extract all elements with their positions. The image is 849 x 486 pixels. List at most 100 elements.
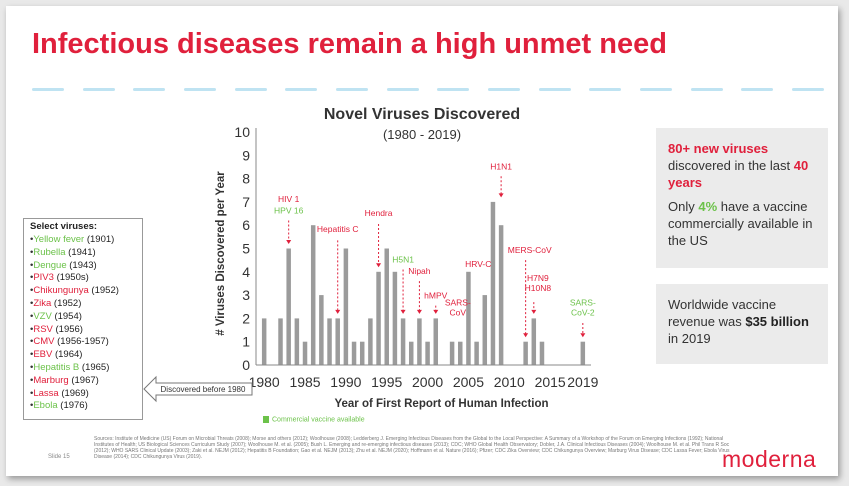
virus-name: EBV: [33, 349, 53, 361]
annotation-label: H1N1: [490, 161, 512, 171]
virus-name: Dengue: [33, 259, 67, 271]
annotation-label: MERS-CoV: [508, 245, 552, 255]
virus-year: (1965): [79, 361, 110, 373]
new-viruses-text: 80+ new viruses discovered in the last 4…: [668, 140, 818, 191]
select-viruses-title: Select viruses:: [30, 221, 98, 232]
select-virus-item: •Zika (1952): [30, 298, 119, 311]
divider-dash: [32, 88, 64, 91]
bar: [376, 271, 381, 365]
select-viruses-list: •Yellow fever (1901) •Rubella (1941) •Deng…: [30, 234, 119, 413]
virus-year: (1969): [58, 387, 89, 399]
annotation-label: HIV 1: [278, 194, 300, 204]
title-divider: [32, 88, 824, 91]
virus-year: (1956-1957): [54, 336, 109, 348]
virus-name: Yellow fever: [33, 234, 85, 245]
chart-title: Novel Viruses Discovered: [323, 106, 521, 123]
y-tick-label: 7: [242, 194, 250, 210]
x-tick-label: 1990: [330, 374, 361, 390]
virus-year: (1901): [84, 234, 115, 245]
annotation-arrow-head: [416, 309, 422, 314]
bar: [580, 341, 586, 365]
select-virus-item: •EBV (1964): [30, 349, 119, 362]
bar: [392, 271, 398, 365]
highlight-new-viruses: 80+ new viruses: [668, 141, 769, 156]
y-tick-label: 5: [242, 241, 250, 257]
slide-title: Infectious diseases remain a high unmet …: [32, 28, 667, 60]
x-tick-label: 1980: [249, 374, 280, 390]
y-tick-label: 10: [234, 124, 250, 140]
select-viruses-box: Select viruses: •Yellow fever (1901) •Rub…: [23, 218, 143, 420]
select-virus-item: •VZV (1954): [30, 311, 119, 324]
annotation-label: H10N8: [525, 283, 552, 293]
bullet: •: [30, 323, 34, 335]
virus-name: RSV: [33, 323, 53, 335]
x-tick-label: 2015: [535, 374, 566, 390]
virus-year: (1964): [52, 349, 83, 361]
annotation-label: HPV 16: [274, 206, 304, 216]
bar: [368, 318, 373, 365]
bullet: •: [30, 285, 34, 297]
slide: Infectious diseases remain a high unmet …: [6, 6, 838, 476]
annotation-label: Hepatitis C: [317, 224, 359, 234]
highlight-years: 40 years: [668, 158, 809, 190]
bullet: •: [30, 297, 34, 309]
text-discovered: discovered in the last: [668, 158, 791, 173]
x-tick-label: 2005: [453, 374, 484, 390]
virus-name: Zika: [33, 297, 52, 309]
annotation-arrow-head: [335, 309, 341, 314]
bar: [474, 341, 479, 365]
divider-dash: [589, 88, 622, 91]
divider-dash: [285, 88, 318, 91]
chart-subtitle: (1980 - 2019): [382, 127, 462, 142]
revenue-panel: Worldwide vaccine revenue was $35 billio…: [656, 284, 828, 364]
discovered-before-arrow: [143, 375, 253, 403]
legend-swatch: [263, 416, 269, 423]
annotation-arrow-head: [433, 309, 439, 314]
annotation-label: H5N1: [392, 254, 414, 264]
text-only: Only: [668, 199, 695, 214]
select-virus-item: •Marburg (1967): [30, 375, 119, 388]
divider-dash: [184, 88, 216, 91]
virus-year: (1976): [57, 400, 88, 412]
vaccine-share-text: Only 4% have a vaccine commercially avai…: [668, 198, 818, 249]
bar-chart: 0 1 2 3 4 5 6 7 8 9 10 1980 1985 1990 1995 2000 2005 2010…: [143, 124, 599, 410]
bar: [449, 341, 455, 365]
select-virus-item: •RSV (1956): [30, 324, 119, 337]
select-virus-item: •Dengue (1943): [30, 260, 119, 273]
bar: [417, 318, 422, 365]
select-virus-item: •Hepatitis B (1965): [30, 362, 119, 375]
sources-footnote: Sources: Institute of Medicine (US) Foru…: [94, 436, 730, 460]
annotation-arrow-head: [498, 193, 504, 198]
annotation-arrow-head: [286, 240, 292, 245]
bar: [433, 318, 439, 365]
divider-dash: [741, 88, 774, 91]
select-virus-item: •Chikungunya (1952): [30, 285, 119, 298]
virus-year: (1941): [65, 246, 96, 258]
text-revenue: Worldwide vaccine revenue was: [668, 297, 777, 329]
virus-year: (1967): [68, 374, 99, 386]
bar: [343, 248, 349, 365]
legend: Commercial vaccine available: [263, 416, 365, 423]
highlight-revenue: $35 billion: [745, 314, 809, 329]
slide-number: Slide 15: [48, 454, 70, 460]
bar: [458, 341, 463, 365]
bar: [310, 225, 316, 365]
annotation-arrow-head: [400, 309, 406, 314]
virus-name: Chikungunya: [33, 285, 89, 297]
virus-name: CMV: [33, 336, 55, 348]
bar: [539, 341, 545, 365]
bar: [302, 341, 308, 365]
x-axis-label: Year of First Report of Human Infection: [334, 398, 548, 410]
divider-dash: [437, 88, 470, 91]
bar: [319, 295, 324, 365]
bullet: •: [30, 336, 34, 348]
bullet: •: [30, 349, 34, 361]
y-tick-label: 1: [242, 334, 250, 350]
bullet: •: [30, 387, 34, 399]
bullet: •: [30, 400, 34, 412]
select-virus-item: •CMV (1956-1957): [30, 336, 119, 349]
x-tick-label: 2019: [567, 374, 598, 390]
annotation-label: CoV-2: [571, 308, 595, 318]
y-tick-label: 4: [242, 264, 250, 280]
text-year: in 2019: [668, 331, 711, 346]
